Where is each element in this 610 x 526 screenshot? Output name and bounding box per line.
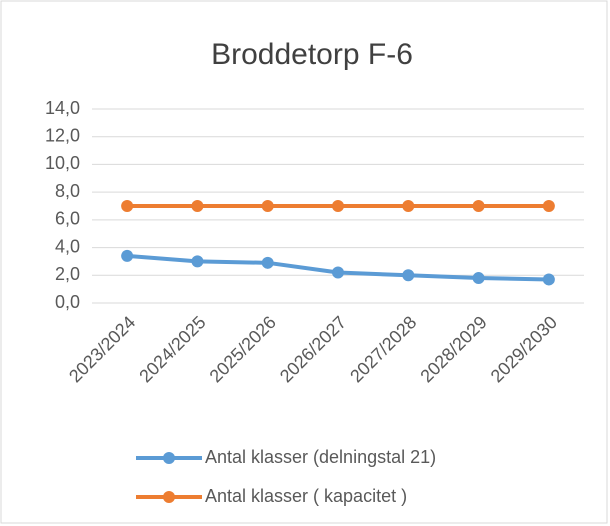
legend-marker xyxy=(163,491,175,503)
y-tick-label: 6,0 xyxy=(55,209,80,229)
y-tick-label: 8,0 xyxy=(55,181,80,201)
chart-title: Broddetorp F-6 xyxy=(211,38,413,71)
y-tick-label: 10,0 xyxy=(45,153,80,173)
data-point xyxy=(402,200,415,212)
data-point xyxy=(261,200,274,212)
y-tick-label: 14,0 xyxy=(45,98,80,118)
y-tick-label: 2,0 xyxy=(55,264,80,284)
data-point xyxy=(332,266,344,279)
data-point xyxy=(472,200,485,212)
y-tick-label: 4,0 xyxy=(55,236,80,256)
data-point xyxy=(121,249,134,262)
y-tick-label: 0,0 xyxy=(55,292,80,312)
data-point xyxy=(121,200,134,212)
data-point xyxy=(472,272,485,285)
data-point xyxy=(191,255,204,268)
data-point xyxy=(332,200,344,212)
data-point xyxy=(542,200,555,212)
legend-marker xyxy=(163,452,175,464)
data-point xyxy=(542,273,555,286)
data-point xyxy=(402,269,415,282)
y-tick-label: 12,0 xyxy=(45,125,80,145)
data-point xyxy=(261,256,274,269)
legend-label: Antal klasser (delningstal 21) xyxy=(205,447,436,467)
data-point xyxy=(191,200,204,212)
legend-label: Antal klasser ( kapacitet ) xyxy=(205,486,407,506)
